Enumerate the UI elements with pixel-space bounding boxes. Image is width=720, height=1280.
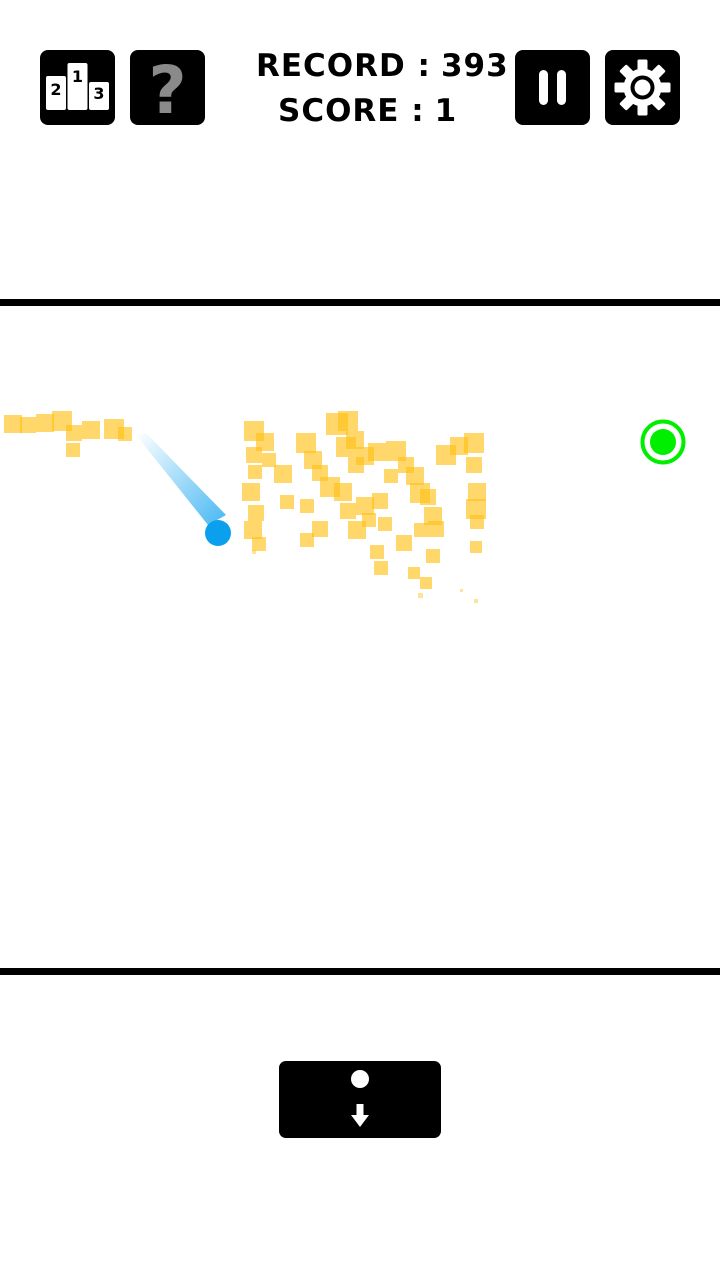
drop-arrow-icon xyxy=(351,1070,369,1127)
particle xyxy=(36,414,54,432)
score-panel: RECORD : 393 SCORE : 1 xyxy=(232,44,508,134)
particle xyxy=(252,550,256,554)
particle xyxy=(252,537,266,551)
particle xyxy=(246,447,262,463)
settings-button[interactable] xyxy=(605,50,680,125)
leaderboard-button[interactable]: 2 1 3 xyxy=(40,50,115,125)
top-wall xyxy=(0,299,720,306)
game-field[interactable] xyxy=(0,307,720,968)
particle xyxy=(420,577,432,589)
particle xyxy=(256,433,274,451)
particle xyxy=(460,589,463,592)
score-value: 1 xyxy=(434,93,458,129)
particle xyxy=(346,431,364,449)
score-line: SCORE : 1 xyxy=(278,93,457,129)
bottom-wall xyxy=(0,968,720,975)
particle xyxy=(406,467,424,485)
particle xyxy=(464,433,484,453)
particle xyxy=(370,545,384,559)
particle xyxy=(420,489,436,505)
podium-icon: 2 1 3 xyxy=(46,63,109,110)
particle xyxy=(334,483,352,501)
pause-icon xyxy=(539,70,566,105)
particle xyxy=(426,549,440,563)
particle xyxy=(296,433,316,453)
particle xyxy=(372,493,388,509)
particle xyxy=(274,465,292,483)
particle xyxy=(338,411,358,431)
particle xyxy=(66,443,80,457)
particle xyxy=(348,521,366,539)
particle xyxy=(356,497,374,515)
help-button[interactable]: ? xyxy=(130,50,205,125)
particle xyxy=(374,561,388,575)
record-line: RECORD : 393 xyxy=(256,48,509,84)
particle xyxy=(414,523,428,537)
particle xyxy=(262,453,276,467)
help-glyph: ? xyxy=(148,52,186,125)
particle xyxy=(424,507,442,525)
particle xyxy=(466,499,486,519)
podium-rank-3: 3 xyxy=(93,84,104,103)
ball-trail xyxy=(136,433,226,525)
podium-rank-2: 2 xyxy=(50,80,61,99)
score-label: SCORE : xyxy=(278,93,425,129)
particle xyxy=(418,593,423,598)
particle xyxy=(300,499,314,513)
particle xyxy=(386,441,406,461)
particle xyxy=(408,567,420,579)
particle xyxy=(312,521,328,537)
particle xyxy=(340,503,356,519)
podium-rank-1: 1 xyxy=(72,67,83,86)
particle xyxy=(474,599,478,603)
particle xyxy=(368,443,386,461)
question-mark-icon: ? xyxy=(148,52,186,125)
drop-ball-button[interactable] xyxy=(279,1061,441,1138)
particle xyxy=(470,541,482,553)
particle xyxy=(118,427,132,441)
particle xyxy=(280,495,294,509)
particle xyxy=(244,521,262,539)
particle xyxy=(466,457,482,473)
particle xyxy=(468,483,486,501)
particle xyxy=(82,421,100,439)
particle xyxy=(248,505,264,521)
particle xyxy=(304,451,322,469)
record-label: RECORD : xyxy=(256,48,431,84)
gear-icon xyxy=(614,59,671,116)
record-value: 393 xyxy=(440,48,509,84)
particle xyxy=(242,483,260,501)
particle xyxy=(470,515,484,529)
ball xyxy=(205,520,231,546)
particle xyxy=(4,415,22,433)
target-core xyxy=(650,429,676,455)
particle xyxy=(66,425,82,441)
particle xyxy=(378,517,392,531)
particle xyxy=(396,535,412,551)
particle xyxy=(20,417,36,433)
target-ring xyxy=(640,419,686,465)
particle xyxy=(384,469,398,483)
particle xyxy=(450,437,468,455)
particle-debris xyxy=(4,411,486,603)
pause-button[interactable] xyxy=(515,50,590,125)
particle xyxy=(248,465,262,479)
particle xyxy=(428,521,444,537)
particle xyxy=(300,533,314,547)
